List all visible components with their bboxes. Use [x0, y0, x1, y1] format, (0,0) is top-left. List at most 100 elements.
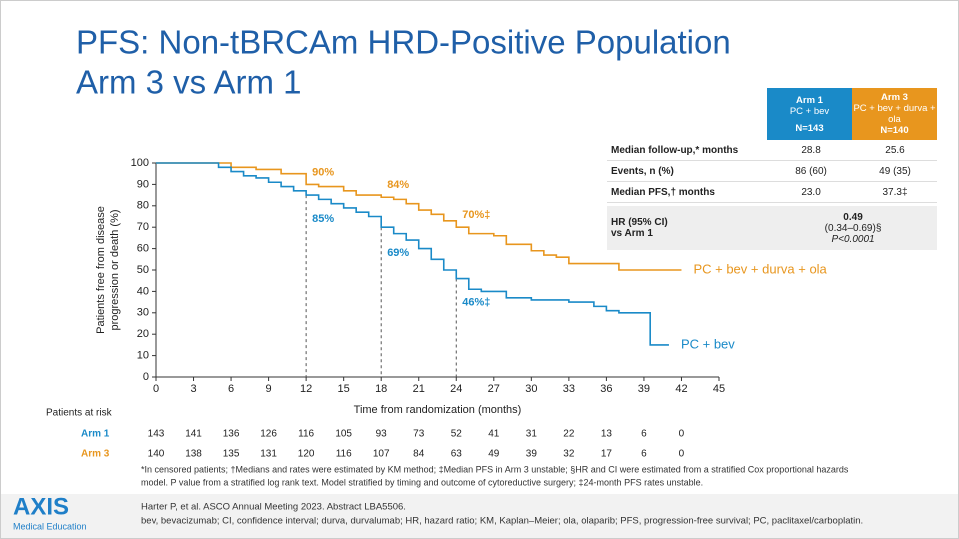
- risk-count: 126: [260, 429, 277, 440]
- km-curve: [156, 162, 669, 346]
- header: Arm 1 PC + bev N=143 Arm 3 PC + bev + durva…: [607, 88, 937, 140]
- x-tick-label: 21: [413, 383, 425, 395]
- cell: 37.3‡: [882, 186, 908, 198]
- risk-count: 39: [526, 449, 538, 460]
- y-tick-label: 80: [137, 200, 149, 212]
- x-tick-label: 0: [153, 383, 159, 395]
- annotation: 69%: [387, 247, 409, 259]
- cell: 25.6: [885, 144, 905, 156]
- abbreviations: bev, bevacizumab; CI, confidence interva…: [141, 516, 863, 527]
- y-tick-label: 60: [137, 243, 149, 255]
- regimen: PC + bev + durva + ola: [853, 103, 936, 125]
- stats-row: Median follow-up,* months 28.8 25.6: [607, 140, 937, 161]
- risk-count: 140: [148, 449, 165, 460]
- row-label: Median PFS,† months: [611, 186, 715, 198]
- annotation: 90%: [312, 166, 334, 178]
- x-tick-label: 6: [228, 383, 234, 395]
- x-tick-label: 30: [525, 383, 537, 395]
- title: Arm 3 vs Arm 1: [76, 64, 302, 101]
- x-tick-label: 15: [338, 383, 350, 395]
- risk-arm: Arm 3: [81, 449, 110, 460]
- risk-count: 116: [336, 449, 352, 460]
- risk-title: Patients at risk: [46, 408, 113, 419]
- logo-subtitle: Medical Education: [13, 521, 87, 531]
- x-tick-label: 39: [638, 383, 650, 395]
- risk-count: 143: [148, 429, 165, 440]
- risk-count: 49: [488, 449, 500, 460]
- x-axis-label: Time from randomization (months): [354, 404, 522, 416]
- regimen: PC + bev: [789, 105, 830, 117]
- annotation: 46%‡: [462, 296, 490, 308]
- risk-count: 120: [298, 449, 315, 460]
- risk-count: 135: [223, 449, 240, 460]
- risk-count: 131: [260, 449, 277, 460]
- footnote: model. P value from a stratified log ran…: [141, 477, 703, 487]
- hr-row: HR (95% CI) vs Arm 1 0.49 (0.34–0.69)§ P<0.…: [607, 206, 937, 250]
- citation: Harter P, et al. ASCO Annual Meeting 202…: [141, 502, 406, 513]
- y-axis-label: progression or death (%): [109, 209, 121, 330]
- cell: 49 (35): [879, 165, 911, 177]
- x-tick-label: 9: [266, 383, 272, 395]
- row-label: Events, n (%): [611, 165, 674, 177]
- arm: Arm 1: [796, 94, 823, 106]
- y-tick-label: 50: [137, 264, 149, 276]
- risk-count: 141: [185, 429, 202, 440]
- arm: Arm 3: [881, 92, 908, 103]
- risk-arm: Arm 1: [81, 429, 110, 440]
- stats-table: Arm 1 PC + bev N=143 Arm 3 PC + bev + durva…: [607, 88, 937, 250]
- y-axis-label: Patients free from disease: [95, 206, 107, 334]
- hr-label: vs Arm 1: [611, 228, 653, 239]
- x-tick-label: 45: [713, 383, 725, 395]
- risk-count: 73: [413, 429, 425, 440]
- risk-count: 116: [298, 429, 314, 440]
- footnote: *In censored patients; †Medians and rate…: [141, 464, 849, 474]
- annotation: 70%‡: [462, 209, 490, 221]
- x-tick-label: 36: [600, 383, 612, 395]
- x-tick-label: 33: [563, 383, 575, 395]
- risk-count: 0: [679, 429, 685, 440]
- x-tick-label: 3: [190, 383, 196, 395]
- risk-count: 0: [679, 449, 685, 460]
- col: Arm 1 PC + bev N=143: [767, 88, 852, 140]
- annotation: 84%: [387, 179, 409, 191]
- risk-count: 17: [601, 449, 613, 460]
- annotation: 85%: [312, 213, 334, 225]
- n: N=143: [795, 122, 824, 134]
- risk-count: 63: [451, 449, 463, 460]
- row-label: Median follow-up,* months: [611, 144, 739, 156]
- hr-ci: (0.34–0.69)§: [824, 222, 882, 234]
- y-tick-label: 0: [143, 371, 149, 383]
- legend-label: PC + bev: [681, 336, 735, 351]
- x-tick-label: 18: [375, 383, 387, 395]
- n: N=140: [880, 125, 909, 136]
- rows: Median follow-up,* months 28.8 25.6 Events,…: [607, 140, 937, 203]
- stats-row: Events, n (%) 86 (60) 49 (35): [607, 161, 937, 182]
- logo: AXIS: [13, 493, 69, 520]
- x-tick-label: 27: [488, 383, 500, 395]
- risk-count: 41: [488, 429, 500, 440]
- x-tick-label: 42: [675, 383, 687, 395]
- y-tick-label: 100: [131, 157, 149, 169]
- title: PFS: Non-tBRCAm HRD-Positive Population: [76, 24, 731, 61]
- risk-count: 31: [526, 429, 538, 440]
- y-tick-label: 70: [137, 221, 149, 233]
- y-tick-label: 40: [137, 285, 149, 297]
- x-tick-label: 12: [300, 383, 312, 395]
- x-tick-label: 24: [450, 383, 462, 395]
- y-tick-label: 10: [137, 350, 149, 362]
- cell: 86 (60): [795, 165, 827, 177]
- stats-row: Median PFS,† months 23.0 37.3‡: [607, 182, 937, 203]
- risk-count: 136: [223, 429, 240, 440]
- col: Arm 3 PC + bev + durva + ola N=140: [852, 88, 937, 140]
- risk-count: 84: [413, 449, 425, 460]
- cell: 23.0: [801, 186, 821, 198]
- risk-count: 93: [376, 429, 388, 440]
- risk-count: 6: [641, 449, 647, 460]
- risk-count: 107: [373, 449, 390, 460]
- hr-value: 0.49: [843, 211, 863, 223]
- km-curve: [156, 162, 682, 271]
- legend-label: PC + bev + durva + ola: [693, 261, 827, 276]
- risk-count: 13: [601, 429, 613, 440]
